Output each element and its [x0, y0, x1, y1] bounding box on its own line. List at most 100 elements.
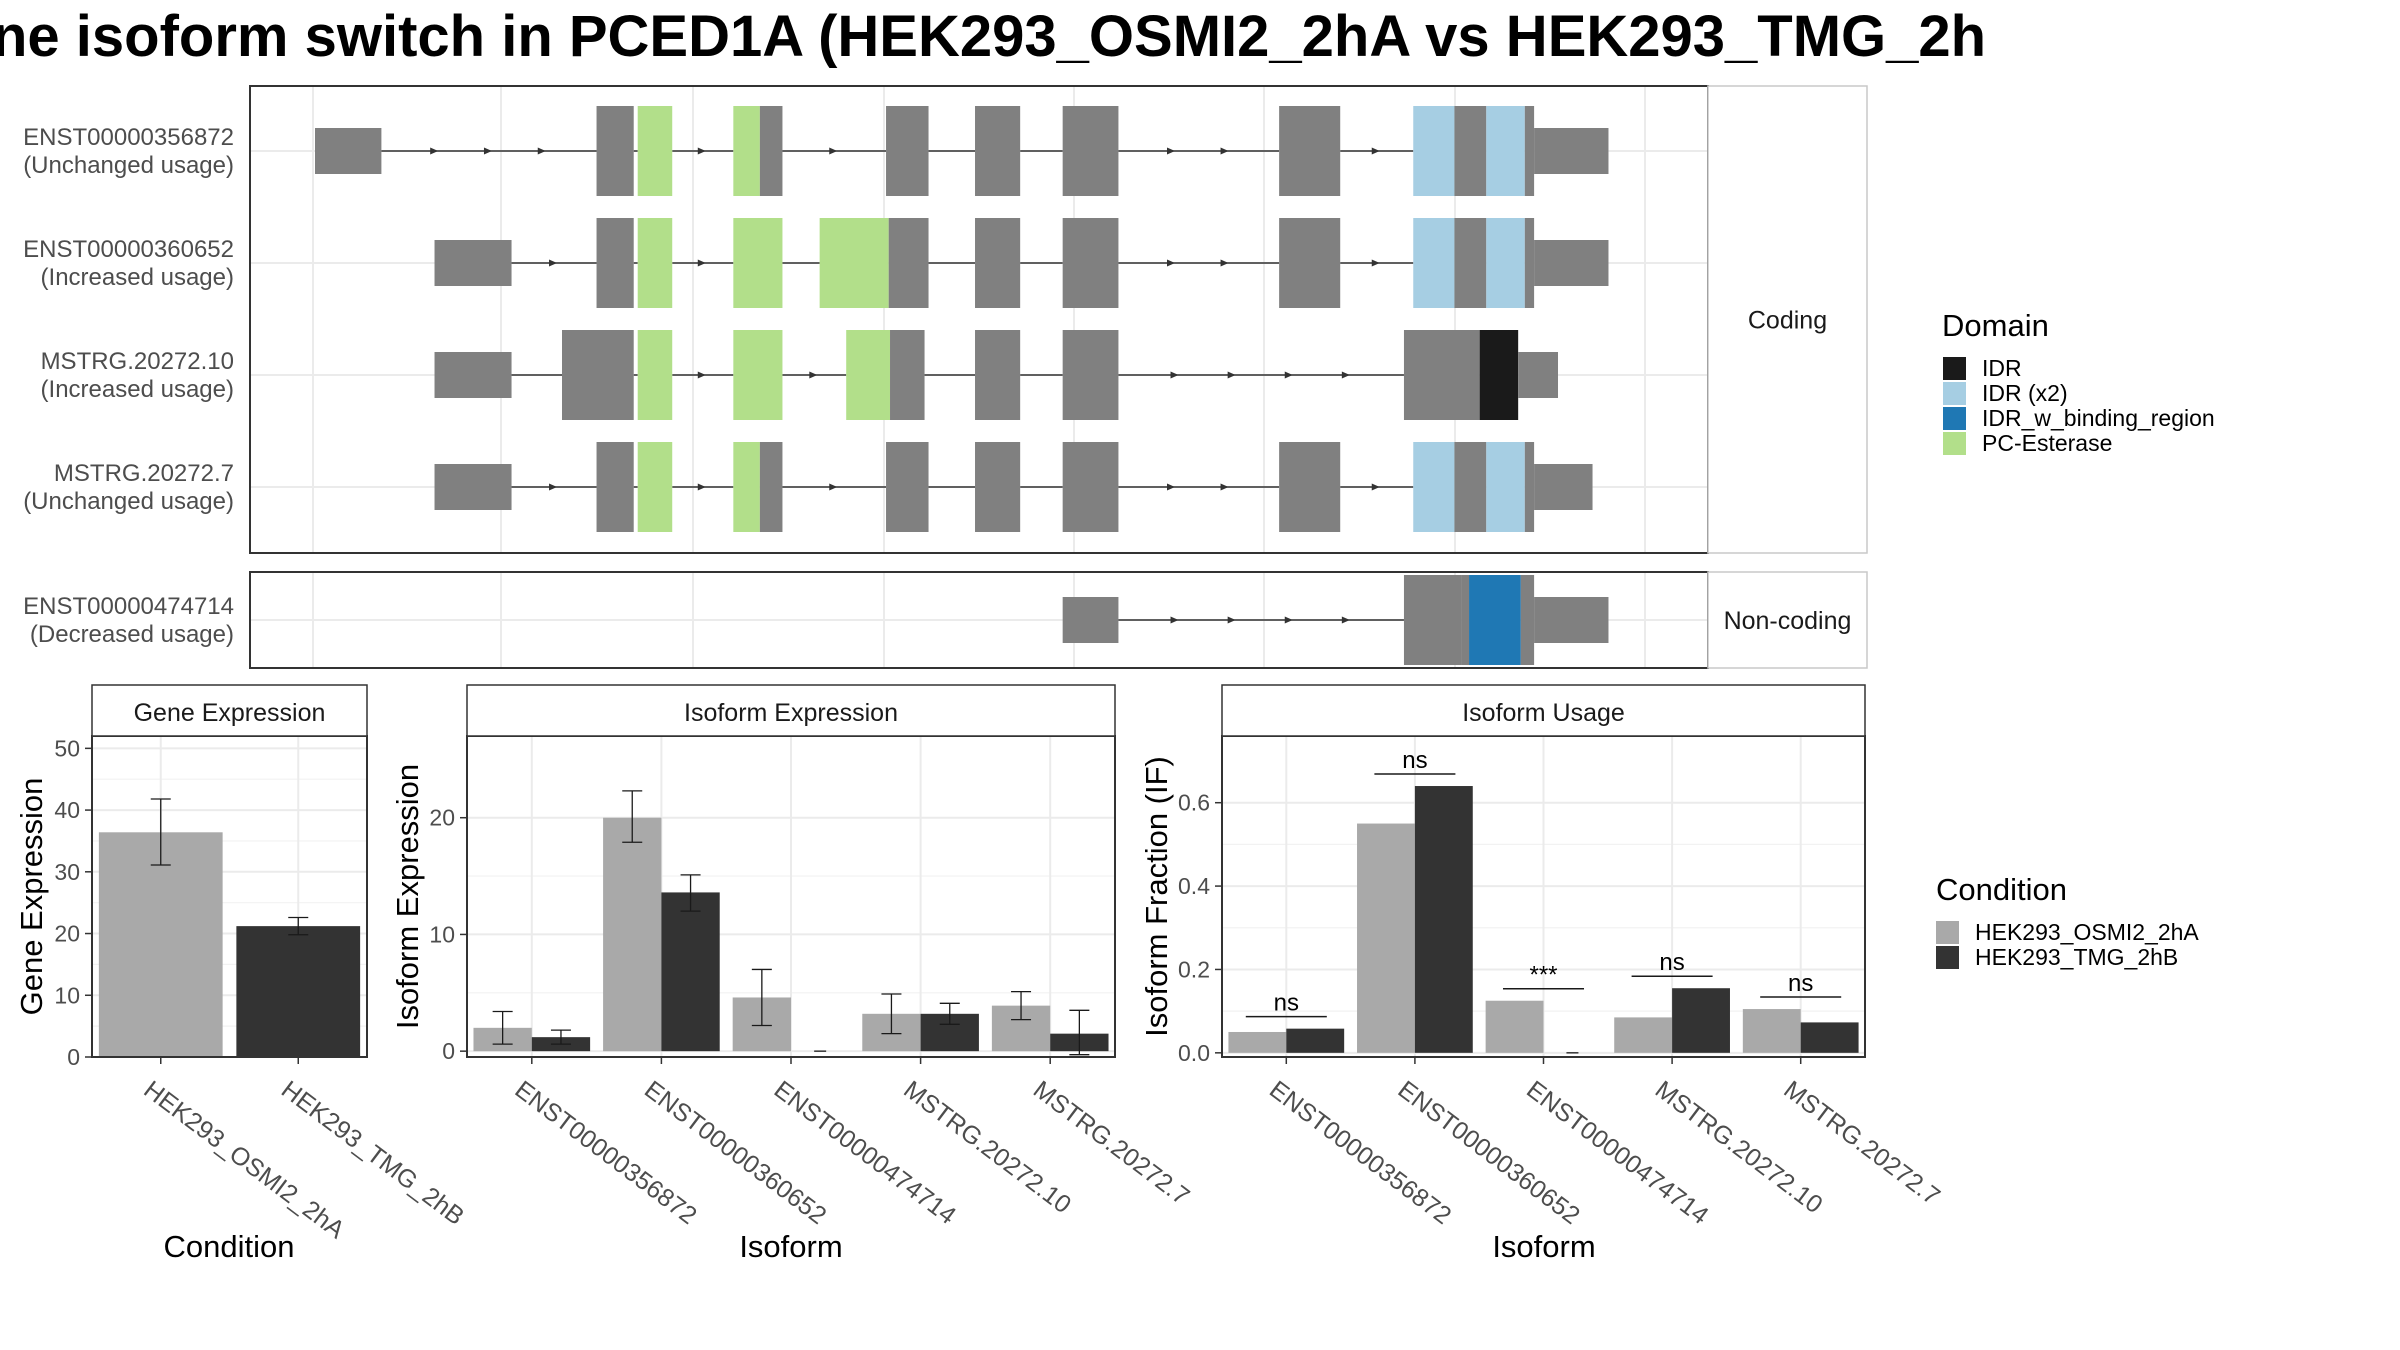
domain-exon	[1486, 106, 1525, 196]
direction-arrow	[430, 147, 439, 155]
chart-title: Gene Expression	[134, 699, 326, 727]
y-tick-label: 0	[67, 1044, 80, 1070]
domain-exon	[637, 218, 673, 308]
exon	[1279, 218, 1341, 308]
exon	[759, 442, 783, 532]
exon	[434, 352, 512, 398]
legend-label: IDR	[1982, 355, 2022, 381]
exon	[1524, 442, 1535, 532]
y-tick-label: 20	[54, 921, 80, 947]
bar	[1800, 1022, 1859, 1053]
bar	[98, 832, 223, 1057]
legend-key	[1943, 382, 1966, 405]
exon	[1524, 218, 1535, 308]
domain-exon	[1486, 442, 1525, 532]
y-axis-title: Isoform Fraction (IF)	[1139, 756, 1174, 1037]
exon	[888, 218, 929, 308]
y-tick-label: 40	[54, 797, 80, 823]
direction-arrow	[1220, 259, 1229, 267]
domain-exon	[733, 442, 760, 532]
x-axis-title: Isoform	[739, 1229, 842, 1264]
exon	[1454, 106, 1487, 196]
bar	[1228, 1031, 1287, 1053]
transcript-id: MSTRG.20272.7	[54, 460, 234, 487]
significance-label: ns	[1274, 990, 1299, 1017]
exon	[1062, 597, 1119, 643]
y-tick-label: 50	[54, 735, 80, 761]
y-tick-label: 20	[429, 805, 455, 831]
y-tick-label: 0.6	[1178, 790, 1210, 816]
exon	[759, 106, 783, 196]
transcript-row: ENST00000360652(Increased usage)	[23, 218, 1609, 308]
transcript-usage: (Unchanged usage)	[23, 152, 234, 179]
exon	[1534, 597, 1609, 643]
bar	[1357, 823, 1415, 1053]
exon	[886, 106, 929, 196]
transcript-row: ENST00000474714(Decreased usage)	[23, 575, 1609, 665]
exon	[975, 442, 1021, 532]
chart-strip	[91, 684, 368, 737]
direction-arrow	[697, 483, 706, 491]
direction-arrow	[697, 147, 706, 155]
figure-title: ne isoform switch in PCED1A (HEK293_OSMI…	[0, 4, 1986, 69]
chart-title: Isoform Usage	[1462, 699, 1625, 727]
exon	[1520, 575, 1535, 665]
y-tick-label: 10	[429, 921, 455, 947]
domain-exon	[637, 442, 673, 532]
domain-exon	[733, 106, 760, 196]
exon	[1062, 442, 1119, 532]
direction-arrow	[829, 483, 838, 491]
significance-label: ns	[1788, 970, 1813, 997]
transcript-id: MSTRG.20272.10	[41, 348, 234, 375]
bar	[1614, 1017, 1673, 1053]
transcript-id: ENST00000474714	[23, 593, 234, 620]
y-tick-label: 30	[54, 859, 80, 885]
exon	[1062, 106, 1119, 196]
direction-arrow	[1341, 371, 1350, 379]
direction-arrow	[1227, 616, 1236, 624]
chart-strip	[466, 684, 1116, 737]
direction-arrow	[809, 371, 818, 379]
y-tick-label: 0.2	[1178, 956, 1210, 982]
exon	[434, 240, 512, 286]
exon	[890, 330, 925, 420]
bar	[1742, 1009, 1801, 1053]
direction-arrow	[1167, 483, 1176, 491]
x-axis-title: Condition	[164, 1229, 295, 1264]
transcript-usage: (Decreased usage)	[30, 621, 234, 648]
direction-arrow	[1284, 371, 1293, 379]
condition-legend-title: Condition	[1936, 872, 2067, 907]
bar	[603, 817, 662, 1052]
legend-key	[1943, 432, 1966, 455]
transcript-usage: (Increased usage)	[41, 376, 234, 403]
direction-arrow	[1371, 259, 1380, 267]
direction-arrow	[1167, 259, 1176, 267]
direction-arrow	[483, 147, 492, 155]
y-axis-title: Gene Expression	[14, 778, 49, 1016]
legend-label: HEK293_TMG_2hB	[1975, 944, 2178, 970]
transcript-id: ENST00000356872	[23, 124, 234, 151]
panel-strip	[1707, 85, 1868, 554]
panel-strip	[1707, 571, 1868, 669]
bar	[1286, 1028, 1345, 1053]
transcript-row: ENST00000356872(Unchanged usage)	[23, 106, 1609, 196]
domain-exon	[637, 330, 673, 420]
domain-exon	[1413, 106, 1455, 196]
x-axis-title: Isoform	[1492, 1229, 1595, 1264]
domain-exon	[637, 106, 673, 196]
exon	[1279, 106, 1341, 196]
domain-exon	[1479, 330, 1519, 420]
exon	[1534, 240, 1609, 286]
exon	[1454, 218, 1487, 308]
chart-strip	[1221, 684, 1866, 737]
direction-arrow	[549, 259, 558, 267]
exon	[1062, 330, 1119, 420]
direction-arrow	[697, 259, 706, 267]
bar	[661, 892, 720, 1052]
direction-arrow	[1170, 371, 1179, 379]
domain-legend-title: Domain	[1942, 308, 2049, 343]
bar	[236, 926, 361, 1057]
